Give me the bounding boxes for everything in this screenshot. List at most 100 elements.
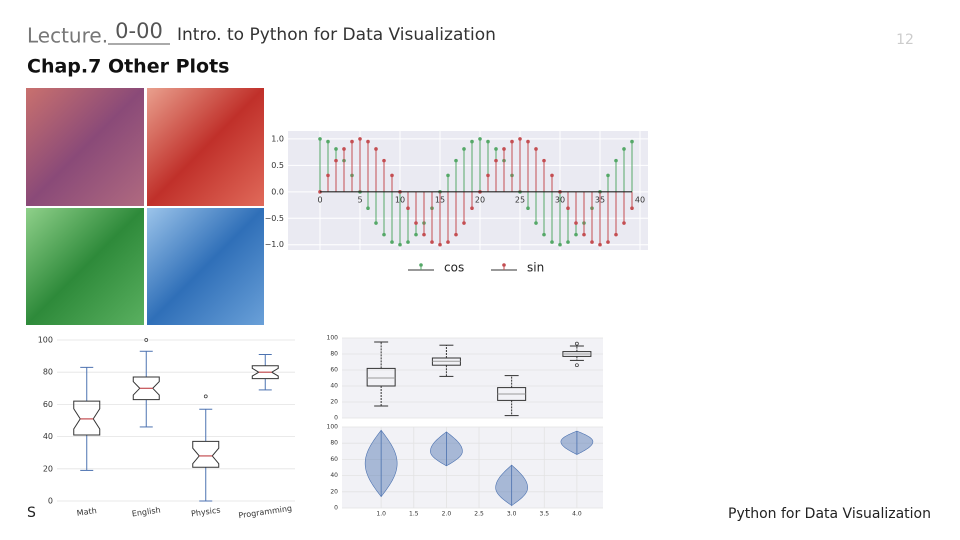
y-tick-label: 20 bbox=[330, 399, 338, 406]
stem-marker bbox=[318, 137, 322, 141]
legend-label: sin bbox=[527, 261, 544, 275]
x-tick-label: English bbox=[131, 506, 161, 519]
stem-marker bbox=[438, 242, 442, 247]
stem-marker bbox=[606, 173, 610, 178]
stem-marker bbox=[606, 240, 610, 244]
y-tick-label: 80 bbox=[330, 351, 338, 358]
image-tile bbox=[147, 208, 264, 325]
legend-marker bbox=[419, 263, 423, 267]
stem-marker bbox=[494, 158, 498, 163]
image-tile bbox=[26, 208, 144, 325]
stem-marker bbox=[454, 232, 458, 237]
y-tick-label: 20 bbox=[330, 488, 338, 495]
y-tick-label: −1.0 bbox=[265, 240, 284, 249]
y-tick-label: 100 bbox=[38, 336, 53, 345]
lecture-number: 0-00 bbox=[115, 19, 163, 43]
y-tick-label: −0.5 bbox=[265, 214, 284, 223]
box bbox=[251, 365, 279, 380]
x-tick-label: Programming bbox=[238, 504, 293, 520]
stem-marker bbox=[390, 240, 394, 244]
stem-marker bbox=[534, 147, 538, 151]
legend-label: cos bbox=[444, 261, 464, 275]
stem-marker bbox=[382, 232, 386, 237]
outlier bbox=[203, 394, 208, 399]
stem-marker bbox=[542, 232, 546, 237]
y-tick-label: 60 bbox=[330, 456, 338, 463]
x-tick-label: 20 bbox=[475, 195, 485, 204]
stem-marker bbox=[406, 240, 410, 244]
stem-marker bbox=[590, 240, 594, 244]
image-tile bbox=[147, 88, 264, 206]
y-tick-label: 20 bbox=[43, 464, 53, 473]
footer-left: S bbox=[27, 505, 36, 521]
stem-marker bbox=[574, 221, 578, 225]
x-tick-label: 4.0 bbox=[572, 511, 582, 518]
y-tick-label: 100 bbox=[327, 335, 339, 342]
image-tile bbox=[26, 88, 144, 206]
stem-marker bbox=[462, 147, 466, 151]
stem-marker bbox=[374, 221, 378, 225]
y-tick-label: 80 bbox=[43, 368, 53, 377]
stem-marker bbox=[486, 139, 490, 144]
box bbox=[366, 367, 396, 387]
plot-area bbox=[342, 427, 603, 508]
stem-marker bbox=[462, 221, 466, 225]
stem-marker bbox=[366, 139, 370, 144]
stem-marker bbox=[326, 139, 330, 144]
stem-marker bbox=[574, 232, 578, 237]
stem-marker bbox=[406, 206, 410, 211]
stem-marker bbox=[486, 173, 490, 178]
stem-marker bbox=[550, 240, 554, 244]
stem-marker bbox=[630, 206, 634, 211]
y-tick-label: 1.0 bbox=[271, 134, 284, 143]
y-tick-label: 40 bbox=[330, 383, 338, 390]
stem-marker bbox=[454, 158, 458, 163]
stem-marker bbox=[326, 173, 330, 178]
stem-marker bbox=[598, 242, 602, 247]
stem-marker bbox=[542, 158, 546, 163]
y-tick-label: 0.0 bbox=[271, 187, 284, 196]
x-tick-label: 40 bbox=[635, 195, 645, 204]
x-tick-label: Physics bbox=[190, 505, 221, 518]
stem-marker bbox=[366, 206, 370, 211]
x-tick-label: 0 bbox=[317, 195, 322, 204]
outlier bbox=[575, 363, 579, 368]
x-tick-label: 3.0 bbox=[507, 511, 517, 518]
stem-marker bbox=[558, 242, 562, 247]
stem-marker bbox=[622, 147, 626, 151]
y-tick-label: 0 bbox=[48, 497, 53, 506]
stem-marker bbox=[510, 139, 514, 144]
x-tick-label: 2.0 bbox=[442, 511, 452, 518]
stem-marker bbox=[550, 173, 554, 178]
x-tick-label: 25 bbox=[515, 195, 525, 204]
x-tick-label: 2.5 bbox=[474, 511, 484, 518]
y-tick-label: 100 bbox=[327, 424, 339, 431]
stem-marker bbox=[526, 206, 530, 211]
stem-marker bbox=[502, 147, 506, 151]
y-tick-label: 0.5 bbox=[271, 161, 284, 170]
stem-marker bbox=[526, 139, 530, 144]
stem-marker bbox=[630, 139, 634, 144]
outlier bbox=[575, 341, 579, 346]
y-tick-label: 40 bbox=[330, 472, 338, 479]
stem-marker bbox=[414, 221, 418, 225]
y-tick-label: 0 bbox=[334, 415, 338, 422]
stem-marker bbox=[622, 221, 626, 225]
x-tick-label: Math bbox=[76, 506, 97, 518]
y-tick-label: 0 bbox=[334, 505, 338, 512]
y-tick-label: 80 bbox=[330, 440, 338, 447]
x-tick-label: 1.0 bbox=[376, 511, 386, 518]
stem-marker bbox=[342, 147, 346, 151]
y-tick-label: 60 bbox=[330, 367, 338, 374]
outlier bbox=[144, 338, 149, 342]
stem-marker bbox=[382, 158, 386, 163]
y-tick-label: 60 bbox=[43, 400, 53, 409]
stem-marker bbox=[566, 206, 570, 211]
stem-marker bbox=[390, 173, 394, 178]
course-title: Intro. to Python for Data Visualization bbox=[177, 25, 496, 45]
stem-marker bbox=[518, 137, 522, 141]
stem-marker bbox=[350, 139, 354, 144]
box bbox=[132, 376, 160, 401]
